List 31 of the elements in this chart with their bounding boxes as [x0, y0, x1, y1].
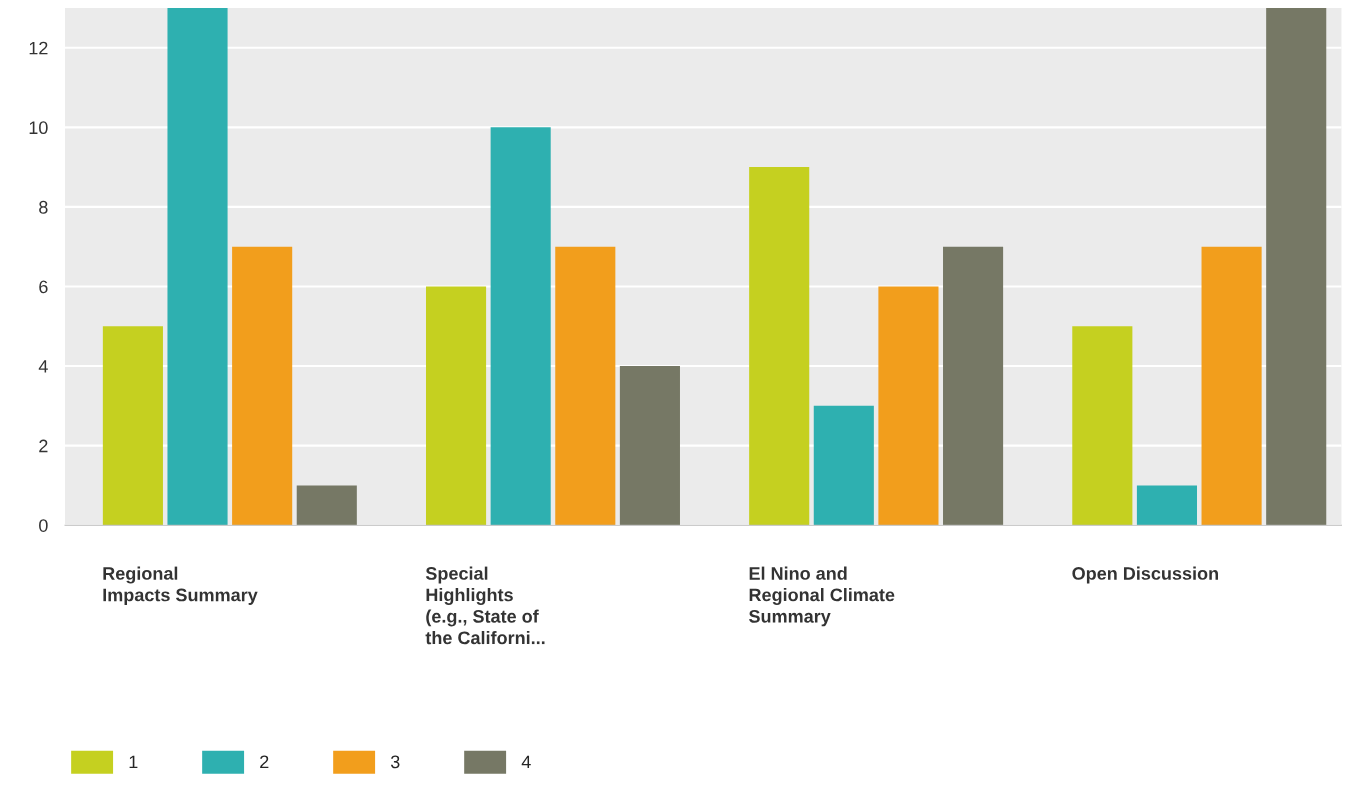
y-tick-label: 10	[29, 121, 48, 135]
bar	[1072, 326, 1133, 526]
bar	[619, 366, 680, 526]
bar	[490, 127, 551, 526]
y-tick-label: 2	[39, 439, 48, 453]
bar	[555, 246, 616, 526]
bar	[167, 7, 228, 526]
bar	[878, 286, 939, 526]
x-tick-label: El Nino and Regional Climate Summary	[749, 566, 895, 627]
x-tick-label: Regional Impacts Summary	[103, 566, 258, 605]
legend-label: 2	[260, 755, 269, 769]
bar	[1201, 246, 1262, 526]
bar	[425, 286, 487, 526]
y-tick-label: 4	[38, 360, 48, 373]
bar	[232, 246, 293, 526]
legend-label: 1	[129, 755, 138, 769]
legend-label: 3	[390, 755, 400, 769]
bar	[813, 405, 874, 526]
bar	[296, 485, 357, 526]
y-tick-label: 0	[39, 519, 48, 532]
y-tick-label: 12	[29, 41, 48, 55]
bar	[102, 326, 163, 526]
bar	[1136, 485, 1198, 526]
legend-label: 4	[521, 755, 531, 769]
x-tick-label: Special Highlights (e.g., State of the Californi...	[425, 566, 545, 645]
y-tick-label: 6	[39, 280, 48, 294]
y-tick-label: 8	[39, 200, 48, 214]
x-tick-label: Open Discussion	[1072, 566, 1218, 584]
bar	[1266, 7, 1327, 526]
bar	[943, 246, 1004, 526]
bar	[749, 167, 810, 526]
